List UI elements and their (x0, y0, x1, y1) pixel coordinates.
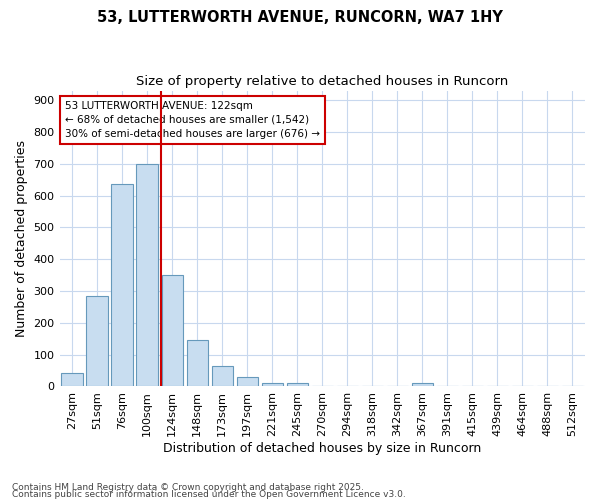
Y-axis label: Number of detached properties: Number of detached properties (15, 140, 28, 337)
X-axis label: Distribution of detached houses by size in Runcorn: Distribution of detached houses by size … (163, 442, 481, 455)
Bar (236, 377, 258, 386)
Text: 53, LUTTERWORTH AVENUE, RUNCORN, WA7 1HY: 53, LUTTERWORTH AVENUE, RUNCORN, WA7 1HY (97, 10, 503, 25)
Bar (187, 340, 208, 386)
Bar (161, 275, 183, 386)
Bar (412, 384, 433, 386)
Title: Size of property relative to detached houses in Runcorn: Size of property relative to detached ho… (136, 75, 508, 88)
Bar (212, 366, 233, 386)
Bar (287, 384, 308, 386)
Text: 53 LUTTERWORTH AVENUE: 122sqm
← 68% of detached houses are smaller (1,542)
30% o: 53 LUTTERWORTH AVENUE: 122sqm ← 68% of d… (65, 101, 320, 139)
Bar (112, 184, 133, 386)
Text: Contains HM Land Registry data © Crown copyright and database right 2025.: Contains HM Land Registry data © Crown c… (12, 484, 364, 492)
Text: Contains public sector information licensed under the Open Government Licence v3: Contains public sector information licen… (12, 490, 406, 499)
Bar (61, 373, 83, 386)
Bar (262, 382, 283, 386)
Bar (136, 164, 158, 386)
Bar (86, 296, 108, 386)
